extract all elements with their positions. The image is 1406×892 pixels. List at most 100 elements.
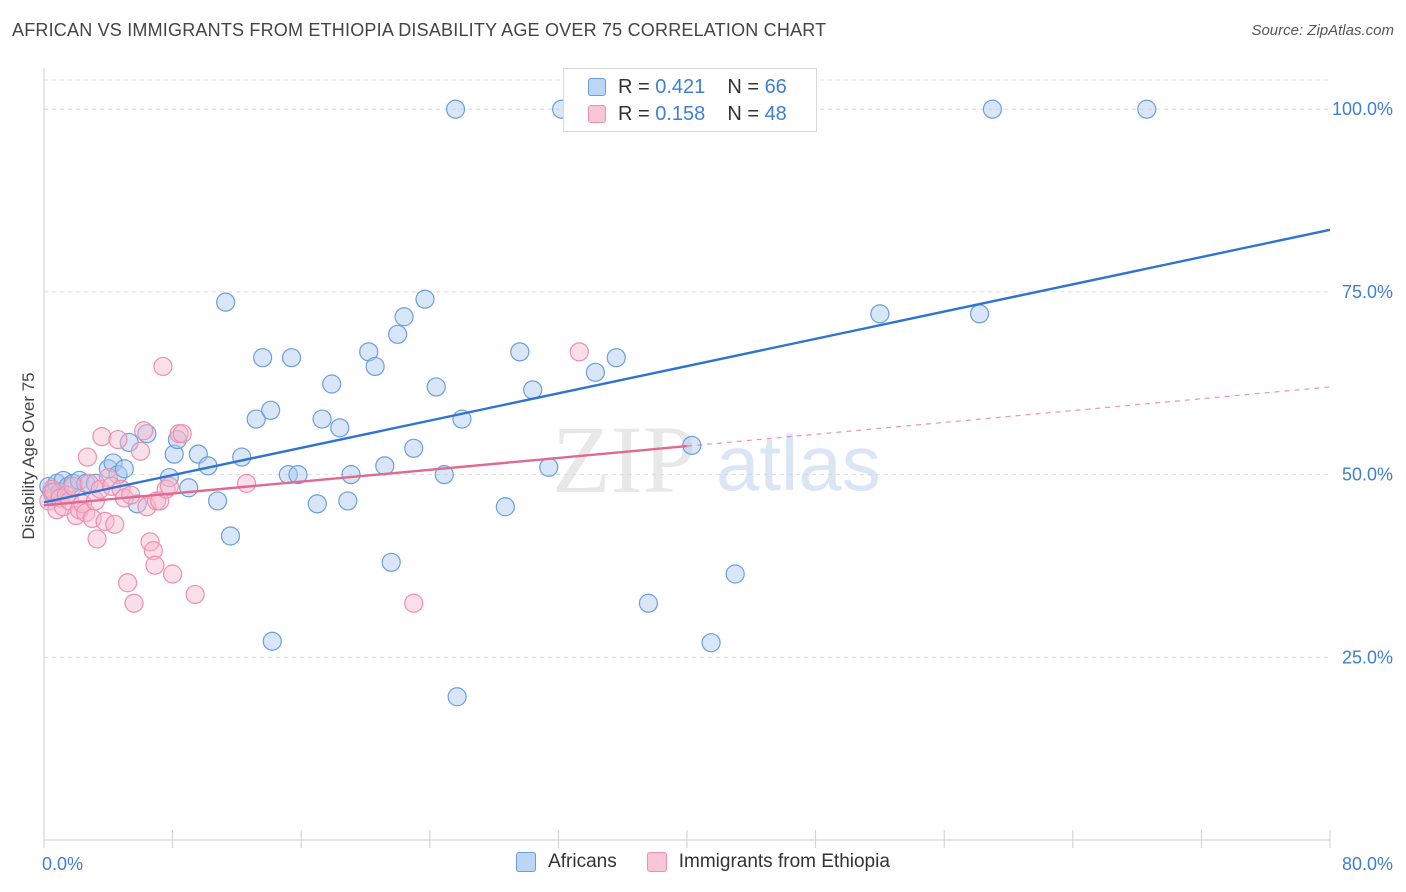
africans-point: [322, 374, 342, 394]
legend-row-africans: R = 0.421 N = 66: [588, 74, 787, 100]
africans-point: [1137, 99, 1157, 119]
africans-point: [262, 631, 282, 651]
africans-point: [288, 465, 308, 485]
axes: [43, 68, 1331, 848]
africans-point: [510, 342, 530, 362]
africans-point: [969, 304, 990, 324]
ethiopia-point: [105, 514, 125, 534]
africans-point: [394, 307, 414, 327]
africans-point: [307, 494, 327, 514]
trend-lines: [43, 228, 1331, 507]
ethiopia-point: [172, 424, 192, 444]
ethiopia-point: [145, 555, 165, 575]
africans-point: [585, 362, 605, 382]
africans-point: [232, 447, 252, 467]
stats-legend: R = 0.421 N = 66 R = 0.158 N = 48: [563, 68, 817, 132]
ethiopia-point: [63, 476, 83, 496]
africans-point: [312, 409, 332, 429]
ethiopia-point: [87, 529, 107, 549]
africans-point: [281, 348, 302, 368]
legend-n-label: N =: [727, 75, 765, 98]
africans-point: [701, 633, 721, 653]
africans-point: [216, 292, 236, 312]
africans-point: [208, 491, 228, 511]
watermark: ZIP atlas: [552, 406, 881, 513]
africans-point: [375, 456, 395, 476]
africans-point: [447, 687, 467, 707]
legend-label-ethiopia: Immigrants from Ethiopia: [678, 851, 890, 872]
legend-r-value: 0.421: [655, 75, 706, 98]
africans-point: [539, 457, 559, 477]
africans-point: [725, 564, 745, 584]
africans-point: [103, 453, 123, 473]
africans-point: [415, 289, 435, 309]
source-credit: Source: ZipAtlas.com: [1251, 22, 1394, 39]
legend-swatch-ethiopia: [646, 852, 667, 872]
chart-title: AFRICAN VS IMMIGRANTS FROM ETHIOPIA DISA…: [12, 20, 827, 40]
legend-n-value: 48: [764, 102, 787, 125]
africans-point: [246, 409, 266, 429]
x-tick-label-start: 0.0%: [42, 854, 83, 874]
tick-labels: 25.0% 50.0% 75.0% 100.0% 0.0% 80.0%: [42, 99, 1393, 874]
legend-item-africans: Africans: [516, 851, 617, 873]
watermark-atlas: atlas: [716, 419, 881, 507]
ethiopia-point: [185, 584, 205, 605]
africans-point: [253, 348, 273, 368]
africans-point: [341, 465, 361, 485]
ethiopia-trend-line: [43, 444, 688, 507]
legend-r-value: 0.158: [655, 102, 706, 125]
africans-points: [39, 99, 1157, 707]
africans-point: [365, 356, 385, 377]
africans-point: [164, 444, 184, 464]
ethiopia-point: [121, 485, 141, 505]
africans-point: [606, 348, 626, 368]
ethiopia-points: [39, 342, 589, 613]
legend-n-value: 66: [764, 75, 787, 98]
legend-item-ethiopia: Immigrants from Ethiopia: [646, 851, 890, 873]
y-tick-label: 50.0%: [1342, 465, 1393, 485]
ethiopia-trend-extension: [686, 386, 1331, 447]
africans-trend-line: [43, 228, 1331, 504]
africans-point: [137, 424, 157, 444]
africans-point: [381, 552, 401, 572]
africans-point: [523, 380, 543, 400]
africans-point: [638, 593, 659, 613]
series-legend: Africans Immigrants from Ethiopia: [0, 851, 1406, 873]
legend-label-africans: Africans: [548, 851, 617, 872]
africans-point: [434, 465, 454, 485]
legend-swatch-africans: [516, 852, 537, 872]
africans-point: [179, 478, 199, 498]
africans-point: [338, 491, 358, 511]
ethiopia-point: [130, 441, 151, 461]
watermark-zip: ZIP: [552, 406, 696, 513]
africans-point: [426, 377, 446, 397]
legend-swatch-ethiopia: [588, 105, 606, 123]
ethiopia-point: [236, 473, 257, 493]
legend-r-label: R =: [618, 102, 656, 125]
ethiopia-point: [150, 491, 170, 511]
x-tick-label-end: 80.0%: [1342, 854, 1393, 874]
africans-point: [870, 304, 890, 324]
ethiopia-point: [124, 593, 144, 613]
africans-point: [445, 99, 466, 119]
africans-point: [330, 418, 350, 438]
ethiopia-point: [92, 427, 112, 447]
africans-point: [261, 400, 281, 420]
legend-r-label: R =: [618, 75, 656, 98]
ethiopia-point: [117, 573, 138, 593]
ethiopia-point: [153, 356, 173, 377]
legend-row-ethiopia: R = 0.158 N = 48: [588, 101, 787, 127]
africans-point: [220, 526, 241, 546]
y-tick-label: 100.0%: [1332, 99, 1393, 119]
ethiopia-point: [404, 593, 424, 613]
africans-point: [495, 497, 515, 517]
grid-lines: [44, 79, 1330, 658]
ethiopia-point: [143, 541, 163, 561]
africans-point: [404, 438, 424, 458]
ethiopia-point: [159, 476, 179, 496]
africans-point: [388, 324, 408, 344]
y-tick-label: 75.0%: [1342, 282, 1393, 302]
y-axis-label: Disability Age Over 75: [19, 372, 38, 539]
africans-point: [982, 99, 1003, 119]
